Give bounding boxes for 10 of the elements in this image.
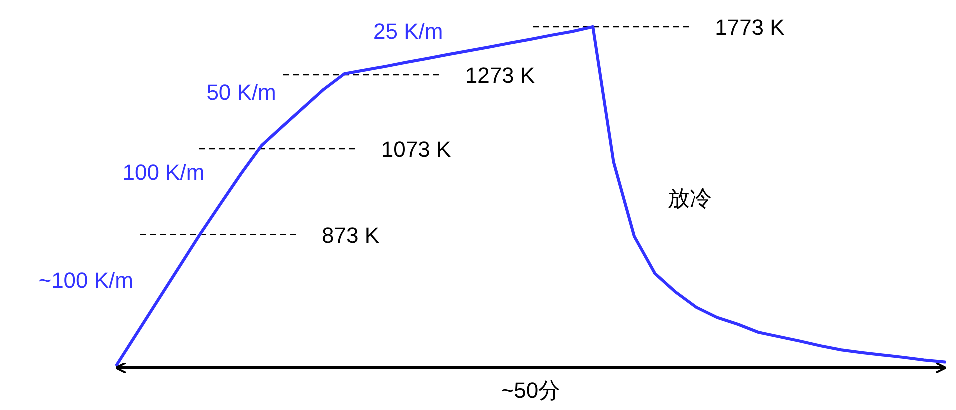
- annotation: 放冷: [668, 186, 712, 211]
- x-axis-title: ~50分: [501, 378, 561, 403]
- annotation: 100 K/m: [122, 160, 205, 185]
- annotation: ~100 K/m: [38, 268, 134, 293]
- ref-line-label: 873 K: [322, 222, 380, 248]
- annotation: 50 K/m: [206, 80, 276, 106]
- ref-line-label: 1773 K: [715, 15, 786, 40]
- ref-line-label: 1273 K: [465, 62, 536, 88]
- ref-line-label: 1073 K: [381, 137, 452, 162]
- annotation: 25 K/m: [374, 19, 444, 44]
